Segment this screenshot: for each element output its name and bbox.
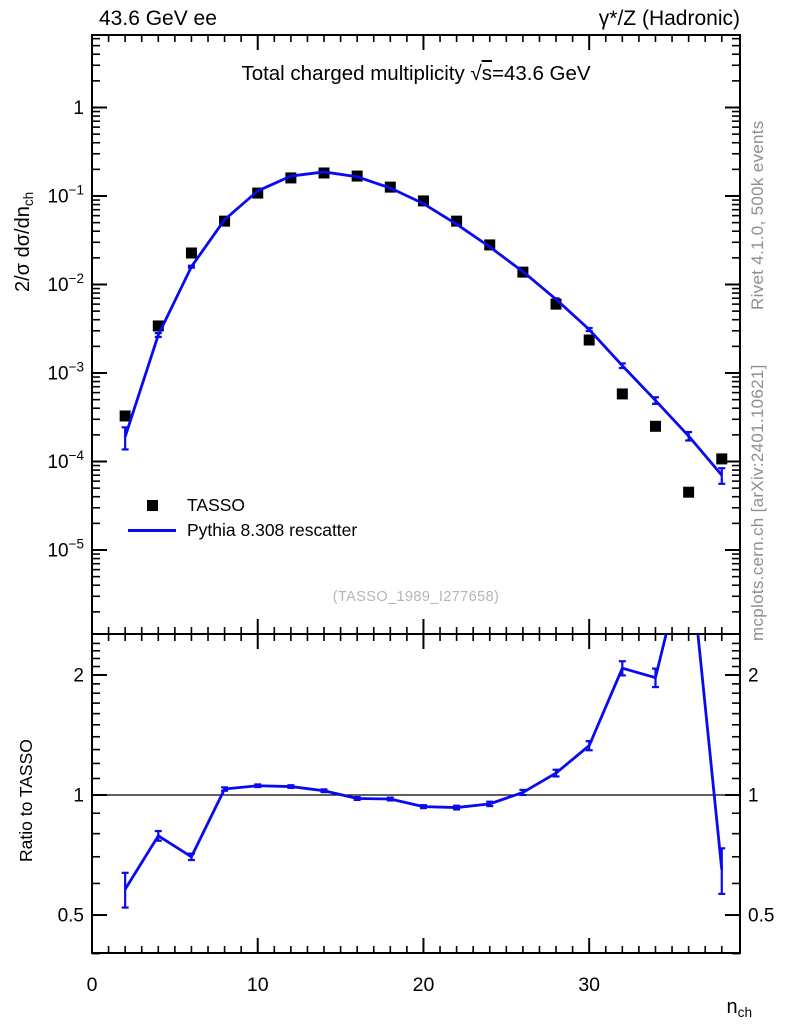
x-tick-label: 10	[247, 974, 269, 996]
ratio-y-tick-label-left: 0.5	[58, 906, 84, 927]
main-y-tick-label: 10−1	[47, 183, 84, 208]
ratio-panel-border	[91, 633, 741, 954]
line-marker-icon	[128, 529, 176, 532]
main-y-axis-label: 2/σ dσ/dnch	[12, 192, 36, 292]
main-y-axis-label-sub: ch	[20, 191, 36, 207]
ratio-data-group	[121, 634, 726, 909]
tasso-marker-swatch	[126, 500, 178, 511]
x-tick-label: 20	[413, 974, 435, 996]
header-process-label: γ*/Z (Hadronic)	[598, 7, 740, 30]
main-y-tick-label: 1	[73, 98, 84, 119]
main-panel-border	[91, 34, 741, 635]
tasso-marker	[185, 247, 197, 259]
ratio-y-tick-label-right: 0.5	[748, 906, 774, 927]
pythia-curve	[123, 170, 723, 477]
tasso-marker	[417, 195, 429, 207]
tasso-marker	[550, 298, 562, 310]
chart-title-post: =43.6 GeV	[491, 62, 591, 85]
mcplots-arxiv-note: mcplots.cern.ch [arXiv:2401.10621]	[748, 364, 767, 641]
x-axis-label: nch	[727, 996, 752, 1020]
sqrt-symbol: √	[470, 62, 482, 85]
x-axis-label-base: n	[726, 996, 738, 1018]
tasso-marker	[649, 420, 661, 432]
pythia-line-swatch	[126, 529, 178, 532]
ratio-curve	[123, 634, 724, 891]
ratio-y-tick-label-right: 2	[748, 665, 759, 686]
main-y-axis-label-text: 2/σ dσ/dn	[12, 206, 34, 292]
main-y-tick-label: 10−5	[47, 537, 84, 562]
rivet-version-note: Rivet 4.1.0, 500k events	[748, 120, 767, 310]
main-y-tick-label: 10−2	[47, 271, 84, 296]
sqrt-argument: s	[481, 62, 492, 85]
main-data-group	[119, 167, 728, 498]
tasso-marker	[252, 187, 264, 199]
tasso-marker	[683, 486, 695, 498]
tasso-marker	[119, 410, 131, 422]
ratio-y-tick-label-right: 1	[748, 786, 759, 807]
x-tick-label: 30	[578, 974, 600, 996]
ratio-y-axis-label: Ratio to TASSO	[16, 739, 36, 862]
tasso-marker	[484, 239, 496, 251]
legend-item-tasso: TASSO	[126, 493, 357, 518]
analysis-id-watermark: (TASSO_1989_I277658)	[332, 589, 500, 605]
square-marker-icon	[146, 500, 158, 511]
legend-label-pythia: Pythia 8.308 rescatter	[187, 520, 358, 540]
tasso-marker	[451, 215, 463, 227]
tasso-marker	[716, 453, 728, 465]
tasso-marker	[152, 320, 164, 332]
chart-title-pre: Total charged multiplicity	[241, 62, 471, 85]
main-y-tick-label: 10−4	[47, 448, 84, 473]
chart-title: Total charged multiplicity √s=43.6 GeV	[92, 62, 740, 86]
legend-item-pythia: Pythia 8.308 rescatter	[126, 518, 357, 543]
x-axis-label-sub: ch	[737, 1004, 752, 1020]
tasso-marker	[285, 172, 297, 184]
ratio-y-tick-label-left: 2	[73, 665, 84, 686]
tasso-marker	[616, 388, 628, 400]
main-y-tick-label: 10−3	[47, 360, 84, 385]
ratio-y-tick-label-left: 1	[73, 786, 84, 807]
legend: TASSO Pythia 8.308 rescatter	[126, 493, 357, 543]
legend-label-tasso: TASSO	[187, 495, 246, 515]
header-beam-label: 43.6 GeV ee	[99, 7, 217, 30]
tasso-marker	[583, 334, 595, 346]
x-tick-label: 0	[87, 974, 98, 996]
